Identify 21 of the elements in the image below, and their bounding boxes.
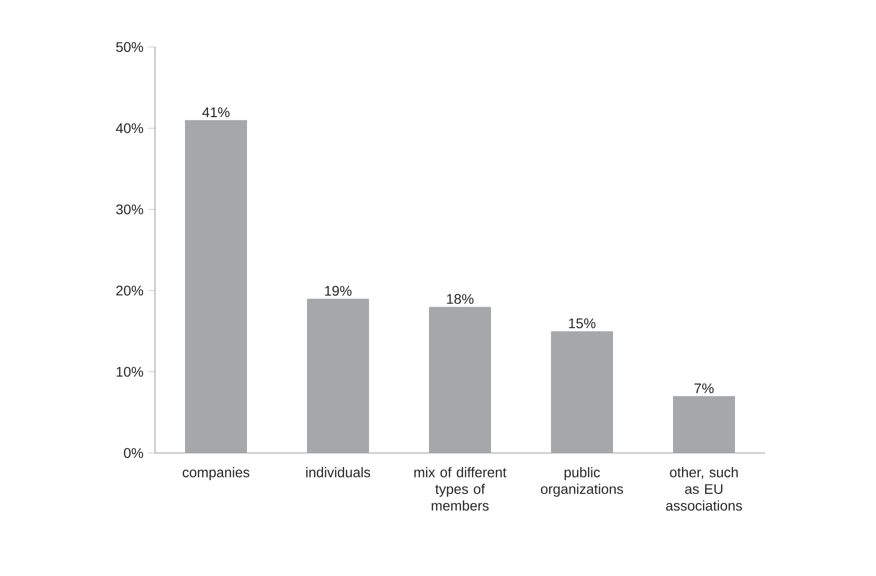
- data-label: 15%: [569, 318, 596, 328]
- x-tick-label: individuals: [306, 467, 370, 478]
- x-tick-label: other, such as EU associations: [666, 467, 742, 511]
- y-tick-label: 40%: [116, 123, 144, 134]
- bar: [185, 120, 247, 453]
- data-label: 18%: [447, 294, 474, 304]
- y-tick-label: 20%: [116, 286, 144, 296]
- bar: [550, 331, 613, 453]
- bar: [429, 306, 492, 453]
- y-tick-label: 30%: [116, 204, 144, 214]
- data-label: 7%: [694, 383, 714, 394]
- bar: [307, 298, 369, 453]
- x-tick-label: mix of different types of members: [414, 467, 506, 511]
- y-tick-label: 10%: [116, 366, 144, 377]
- y-tick-label: 50%: [116, 42, 144, 52]
- data-label: 41%: [202, 107, 230, 118]
- data-label: 19%: [325, 286, 352, 296]
- x-tick-label: companies: [182, 467, 250, 480]
- bar: [673, 396, 735, 453]
- x-tick-label: public organizations: [540, 467, 624, 497]
- y-tick-label: 0%: [124, 448, 144, 458]
